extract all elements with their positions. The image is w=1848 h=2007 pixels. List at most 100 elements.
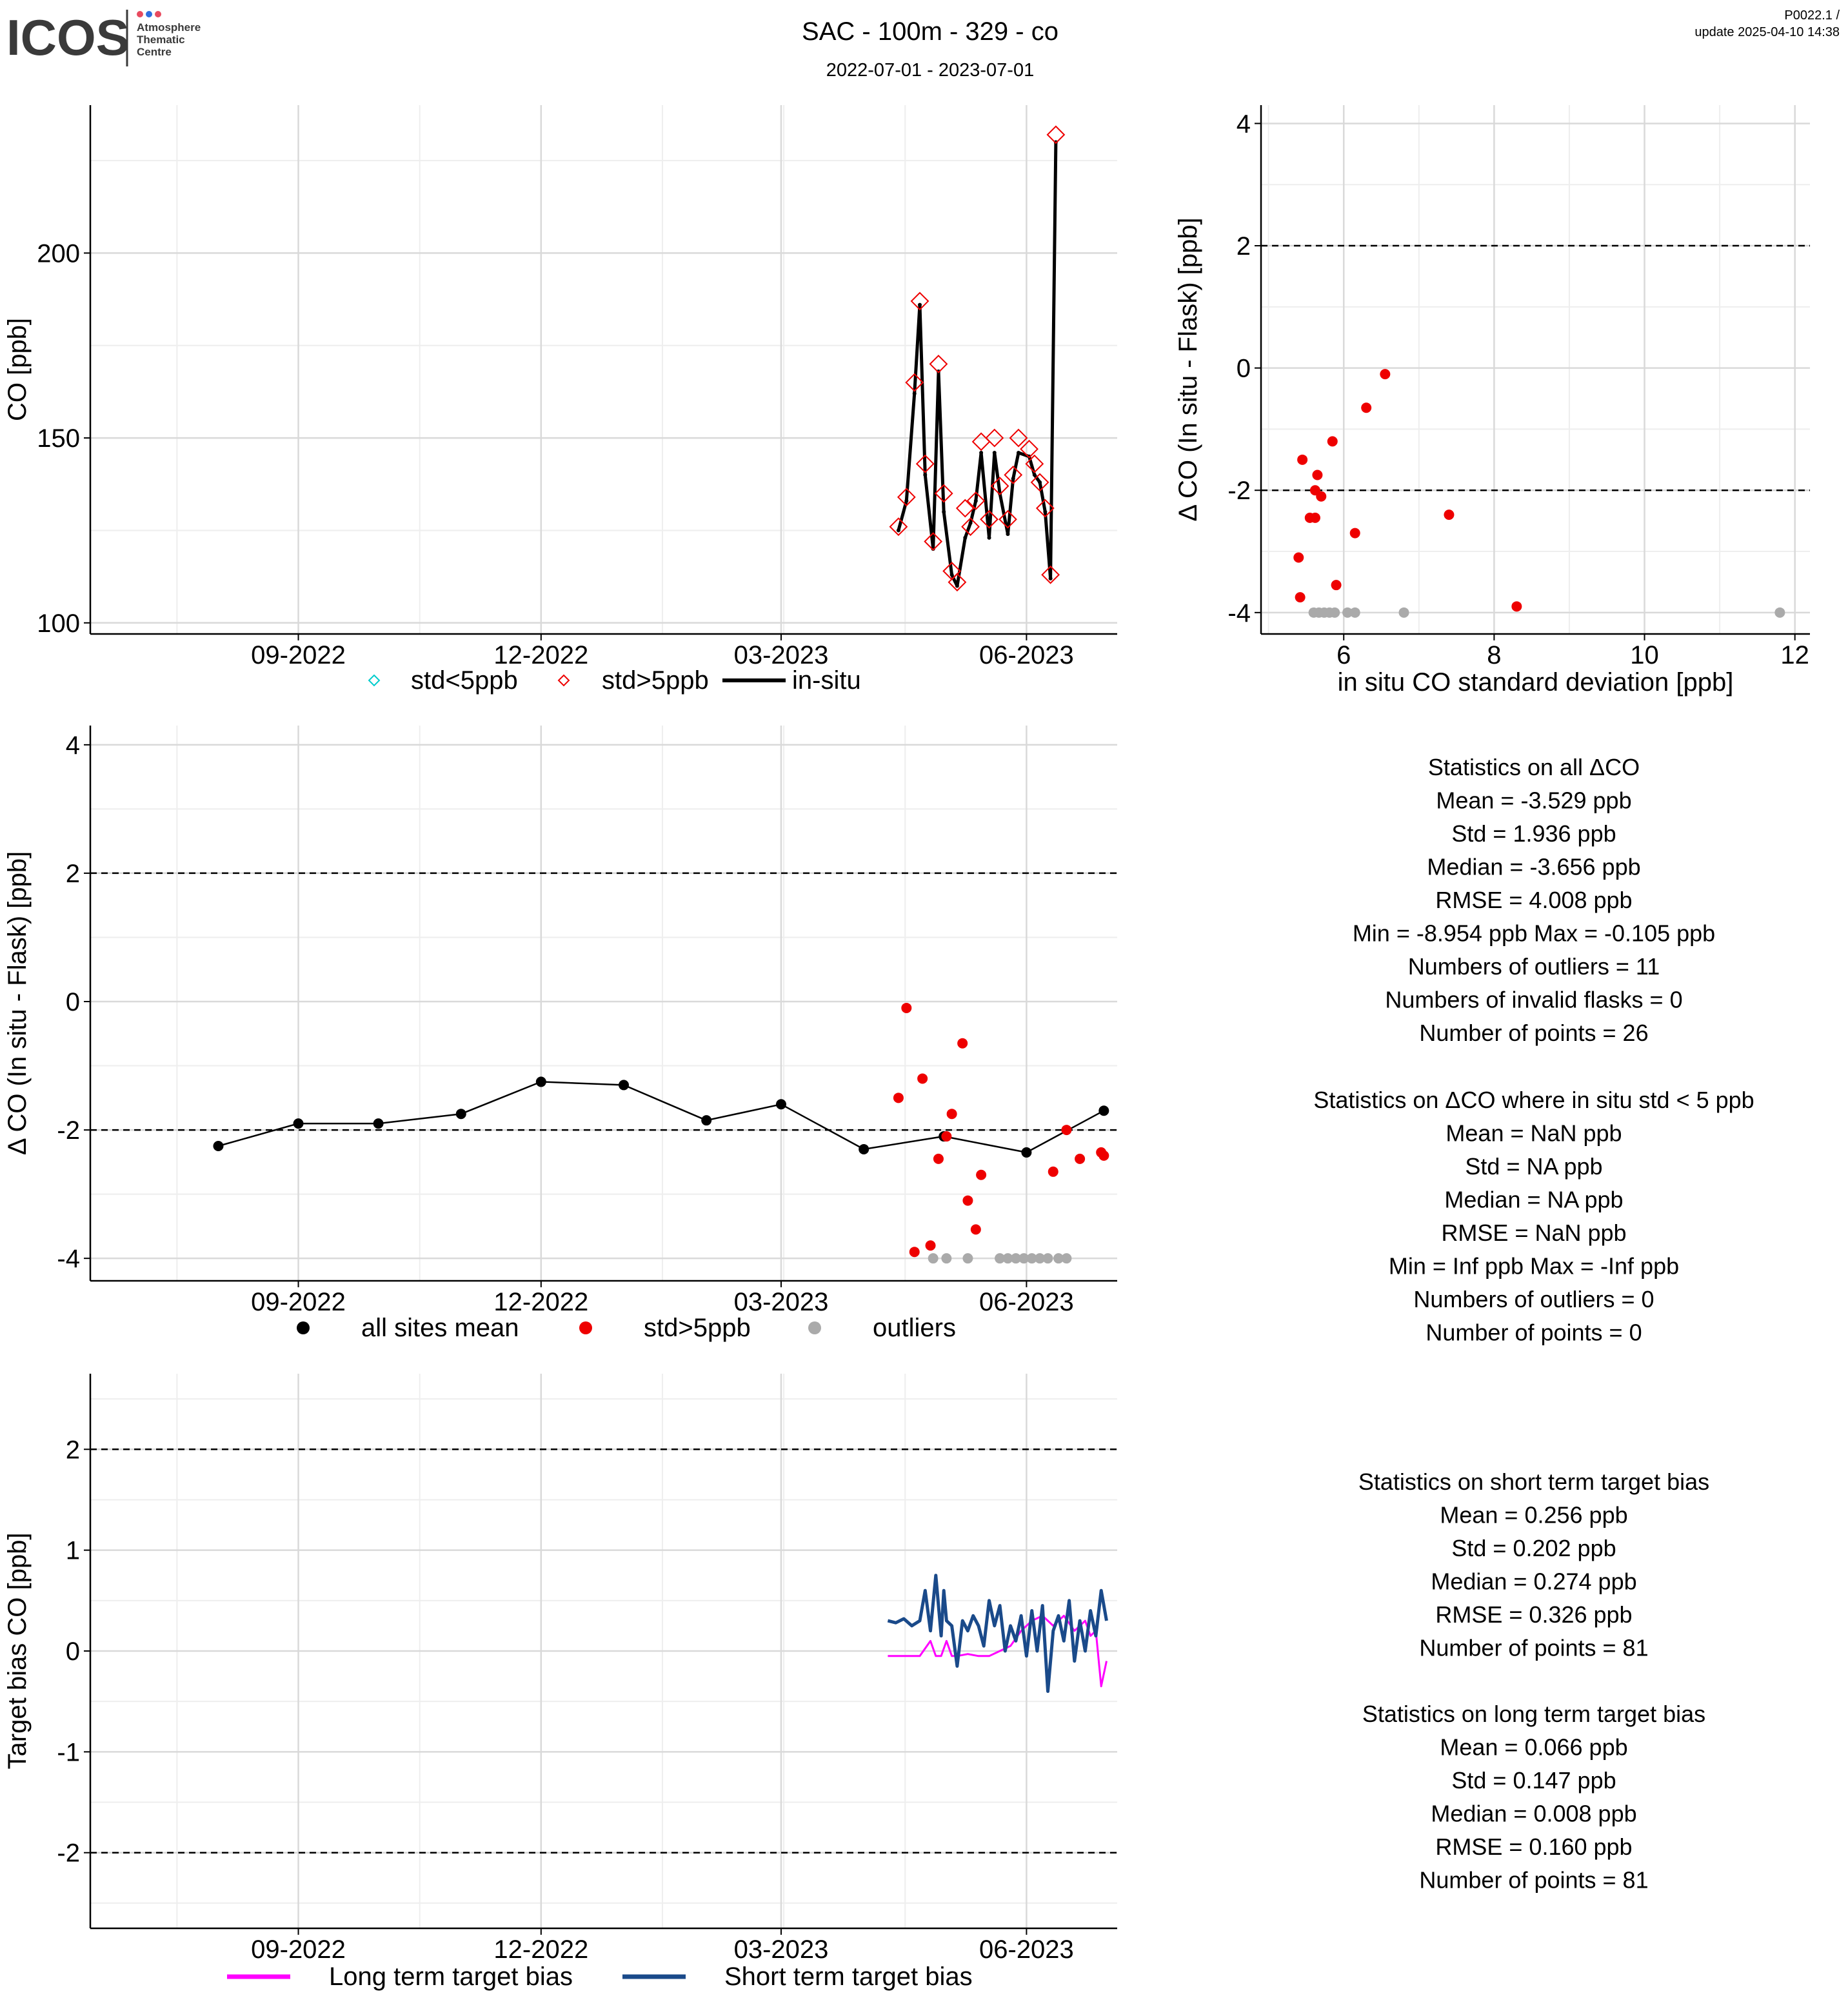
y-axis-label: Δ CO (In situ - Flask) [ppb] — [3, 851, 32, 1155]
std-gt5-marker — [955, 499, 975, 518]
std-gt5-point — [1312, 470, 1323, 480]
std-gt5-point — [957, 1038, 968, 1049]
outlier-point — [1329, 607, 1340, 618]
std-gt5-point — [1309, 512, 1320, 523]
x-tick-label: 03-2023 — [734, 641, 829, 669]
insitu-point — [973, 499, 978, 503]
std-gt5-marker — [934, 484, 953, 503]
std-gt5-marker — [980, 509, 999, 529]
std-gt5-point — [1316, 491, 1327, 502]
stats-line-all: Mean = -3.529 ppb — [1436, 787, 1631, 814]
stats-title-all: Statistics on all ΔCO — [1428, 754, 1640, 780]
stats-line-all: Number of points = 26 — [1419, 1020, 1648, 1046]
insitu-point — [896, 528, 900, 533]
legend-key-std-gt5 — [579, 1321, 592, 1334]
insitu-point — [912, 391, 917, 396]
std-gt5-marker — [889, 517, 908, 537]
insitu-line — [897, 142, 1058, 588]
std-gt5-point — [1048, 1166, 1058, 1177]
y-tick-label: 150 — [37, 424, 80, 453]
logo-text: ICOS — [6, 9, 130, 66]
y-tick-label: 4 — [66, 731, 80, 760]
std-gt5-point — [1098, 1150, 1109, 1161]
legend-label-std-gt5: std>5ppb — [644, 1314, 751, 1342]
mean-line — [218, 1081, 1104, 1154]
outlier-point — [928, 1253, 939, 1264]
x-tick-label: 06-2023 — [979, 641, 1074, 669]
y-tick-label: -2 — [57, 1839, 80, 1868]
std-gt5-marker — [985, 428, 1004, 448]
stats-line-std5: Numbers of outliers = 0 — [1413, 1286, 1654, 1312]
std-gt5-marker — [1025, 454, 1044, 473]
long-term-bias-line — [888, 1614, 1108, 1688]
y-tick-label: 100 — [37, 609, 80, 638]
timeseries-plot: 09-2022 12-2022 03-2023 06-2023 100 150 200 CO … — [3, 105, 1117, 695]
x-tick-label: 09-2022 — [251, 1288, 346, 1316]
std-gt5-point — [946, 1109, 957, 1120]
header: ICOS Atmosphere Thematic Centre SAC - 10… — [6, 8, 1840, 81]
std-gt5-marker — [971, 432, 991, 451]
outlier-point — [1061, 1253, 1072, 1264]
y-axis-label: Target bias CO [ppb] — [3, 1533, 32, 1770]
x-tick-label: 06-2023 — [979, 1935, 1074, 1964]
insitu-point — [949, 573, 954, 577]
minor-grid — [90, 726, 1117, 1281]
std-gt5-point — [970, 1224, 981, 1235]
target-bias-plot: 09-2022 12-2022 03-2023 06-2023 -2 -1 0 1 2 Targe… — [3, 1374, 1117, 1991]
x-tick-label: 6 — [1336, 641, 1351, 669]
insitu-point — [904, 499, 909, 503]
x-tick-label: 12-2022 — [493, 1288, 588, 1316]
insitu-point — [1006, 532, 1010, 537]
logo-dot-3 — [155, 11, 161, 17]
page-title: SAC - 100m - 329 - co — [802, 17, 1058, 46]
outlier-point — [1774, 607, 1785, 618]
stats-line-all: Numbers of outliers = 11 — [1408, 953, 1660, 980]
legend-label-long-term: Long term target bias — [329, 1963, 573, 1991]
stats-line-short: Median = 0.274 ppb — [1431, 1568, 1636, 1595]
x-tick-label: 8 — [1487, 641, 1501, 669]
stats-line-all: Median = -3.656 ppb — [1427, 854, 1640, 880]
outlier-point — [962, 1253, 973, 1264]
insitu-point — [1038, 480, 1042, 484]
minor-grid — [90, 105, 1117, 634]
y-tick-label: -4 — [1227, 599, 1251, 628]
stats-line-long: Mean = 0.066 ppb — [1440, 1734, 1627, 1761]
insitu-point — [955, 584, 959, 588]
legend-label-std-lt5: std<5ppb — [411, 666, 518, 695]
outlier-point — [1042, 1253, 1053, 1264]
short-term-bias-line — [887, 1574, 1108, 1693]
std-gt5-point — [1293, 552, 1304, 563]
stats-line-all: Std = 1.936 ppb — [1451, 820, 1616, 847]
x-tick-label: 09-2022 — [251, 1935, 346, 1964]
legend-label-outliers: outliers — [873, 1314, 956, 1342]
major-grid — [90, 1374, 1117, 1928]
y-tick-label: -2 — [57, 1116, 80, 1145]
legend-label-short-term: Short term target bias — [724, 1963, 973, 1991]
std-gt5-marker — [1004, 466, 1023, 484]
insitu-point — [942, 509, 946, 514]
outlier-point — [1053, 1253, 1064, 1264]
legend-label-std-gt5: std>5ppb — [602, 666, 709, 695]
std-gt5-marker — [1020, 439, 1038, 459]
mean-point — [1021, 1147, 1032, 1158]
x-tick-label: 12 — [1780, 641, 1809, 669]
x-tick-label: 12-2022 — [493, 641, 588, 669]
insitu-point — [918, 302, 922, 307]
std-gt5-point — [893, 1092, 904, 1103]
version-label: P0022.1 / — [1784, 8, 1840, 23]
std-gt5-marker — [1046, 125, 1066, 144]
stats-line-std5: Min = Inf ppb Max = -Inf ppb — [1389, 1253, 1679, 1280]
mean-point — [701, 1115, 712, 1126]
mean-point — [775, 1099, 786, 1110]
y-tick-label: 1 — [66, 1537, 80, 1565]
stats-line-std5: Std = NA ppb — [1465, 1153, 1602, 1180]
major-grid — [90, 105, 1117, 634]
mean-point — [535, 1076, 546, 1087]
mean-point — [213, 1140, 224, 1151]
y-tick-label: 4 — [1237, 110, 1251, 138]
x-tick-label: 03-2023 — [734, 1935, 829, 1964]
insitu-point — [1053, 140, 1058, 144]
std-gt5-marker — [1035, 499, 1055, 518]
scatter-plot: 6 8 10 12 -4 -2 0 2 4 Δ CO (In situ - Flask) [ppb… — [1174, 105, 1810, 697]
insitu-point — [1017, 451, 1021, 455]
